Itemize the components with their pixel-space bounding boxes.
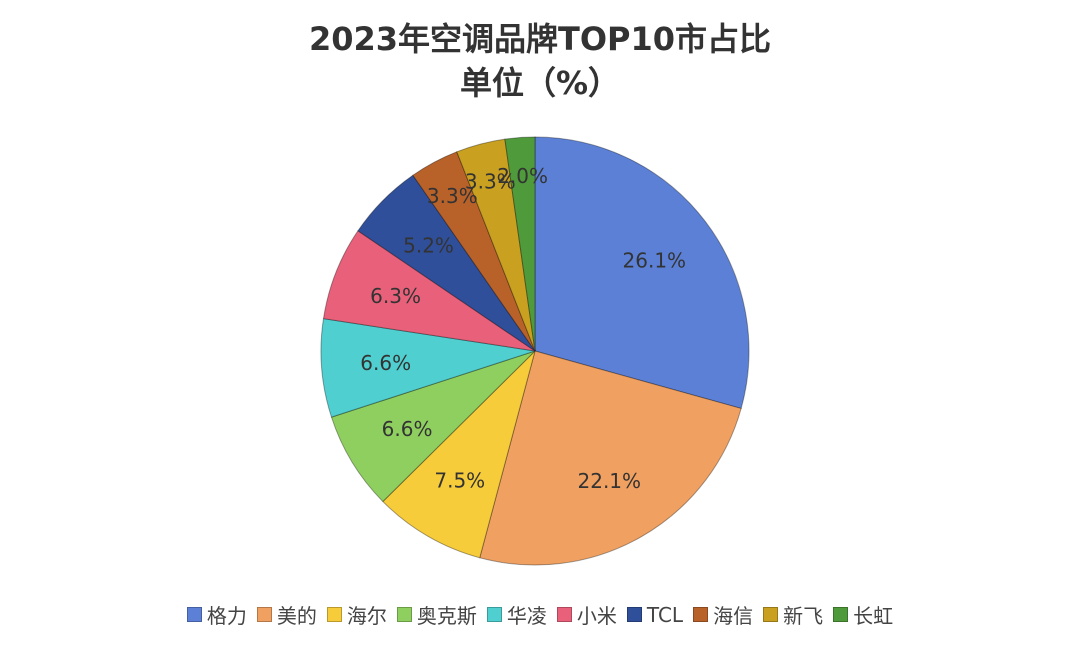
pie-slice-格力 <box>534 136 750 410</box>
legend-item: 华凌 <box>486 600 547 629</box>
data-label: 3.3% <box>465 169 516 193</box>
pie-slice-奥克斯 <box>330 350 536 503</box>
legend-label: 奥克斯 <box>416 604 477 628</box>
legend-swatch <box>763 607 779 622</box>
data-label: 26.1% <box>623 248 687 272</box>
legend-label: 美的 <box>276 604 317 628</box>
legend-label: 新飞 <box>783 604 824 628</box>
legend-label: TCL <box>646 602 684 627</box>
legend-item: 美的 <box>256 600 317 629</box>
pie-slice-华凌 <box>320 318 536 418</box>
pie-slice-小米 <box>322 230 536 352</box>
legend-item: 格力 <box>186 600 247 629</box>
data-label: 2.0% <box>497 164 548 188</box>
legend-swatch <box>326 607 342 622</box>
data-label: 22.1% <box>578 469 642 493</box>
legend-item: 小米 <box>556 600 617 629</box>
legend-label: 华凌 <box>506 604 547 628</box>
legend-swatch <box>486 607 502 622</box>
pie-slice-海尔 <box>382 349 536 559</box>
data-label: 6.6% <box>360 351 411 375</box>
legend-swatch <box>396 607 412 622</box>
legend-label: 海信 <box>713 604 754 628</box>
legend-label: 格力 <box>206 604 247 628</box>
legend-item: 海尔 <box>326 600 387 629</box>
legend-swatch <box>556 607 572 622</box>
legend-swatch <box>693 607 709 622</box>
legend-label: 长虹 <box>853 604 894 628</box>
legend-label: 海尔 <box>346 604 387 628</box>
pie-slice-美的 <box>479 350 742 566</box>
pie-slice-长虹 <box>504 136 536 352</box>
legend-item: TCL <box>626 600 684 629</box>
pie-slice-新飞 <box>456 138 536 352</box>
legend-item: 长虹 <box>833 600 893 629</box>
legend-item: 海信 <box>693 600 753 629</box>
pie-slice-海信 <box>412 151 536 352</box>
legend-swatch <box>186 607 202 622</box>
legend-swatch <box>256 607 272 622</box>
data-label: 6.3% <box>370 284 421 308</box>
legend-item: 新飞 <box>763 600 823 629</box>
data-label: 7.5% <box>434 469 485 493</box>
chart-title: 2023年空调品牌TOP10市占比 <box>308 20 772 58</box>
chart-subtitle: 单位（%） <box>459 64 621 102</box>
legend-swatch <box>626 607 642 622</box>
data-label: 6.6% <box>382 417 433 441</box>
legend-label: 小米 <box>576 604 617 628</box>
legend: 格力 美的 海尔 奥克斯 华凌 小米 TCL 海信 新飞 长虹 <box>0 600 1080 629</box>
data-label: 5.2% <box>403 234 454 258</box>
data-label: 3.3% <box>427 184 478 208</box>
pie-slice-TCL <box>357 174 536 352</box>
legend-swatch <box>833 607 849 622</box>
legend-item: 奥克斯 <box>396 600 477 629</box>
